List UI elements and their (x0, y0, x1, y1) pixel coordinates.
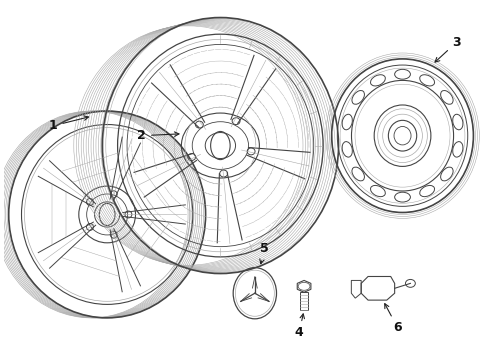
Text: 2: 2 (137, 129, 179, 142)
Text: 3: 3 (435, 36, 461, 62)
Text: 1: 1 (49, 116, 89, 132)
Text: 6: 6 (385, 304, 402, 334)
Text: 4: 4 (295, 314, 304, 339)
Bar (300, 292, 308, 310)
Text: 5: 5 (260, 242, 269, 264)
